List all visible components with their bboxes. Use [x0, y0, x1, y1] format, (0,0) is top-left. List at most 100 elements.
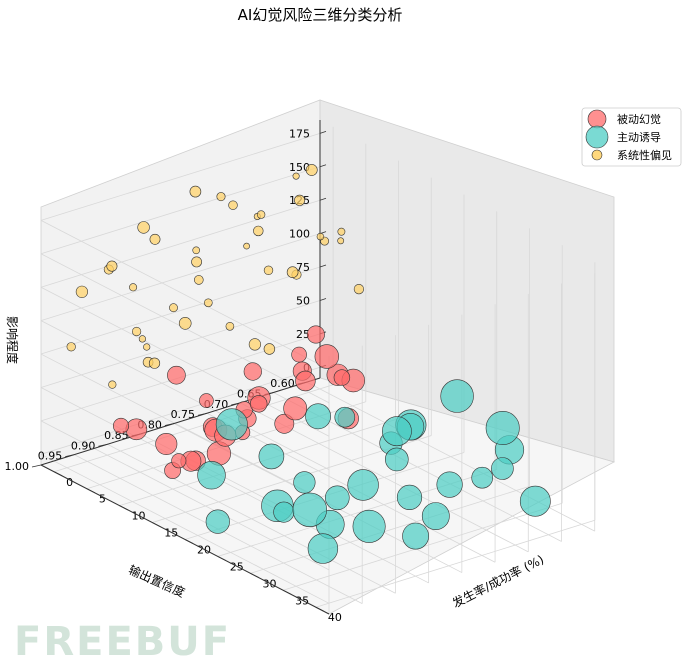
- z-tick-label: 100: [289, 228, 310, 241]
- induced-hallucination-point: [436, 471, 463, 498]
- systemic-bias-point: [189, 185, 202, 198]
- systemic-bias-point: [286, 266, 299, 279]
- systemic-bias-point: [138, 335, 146, 343]
- systemic-bias-point: [191, 256, 202, 268]
- z-tick-mark: [319, 197, 327, 201]
- systemic-bias-point: [148, 357, 161, 369]
- induced-hallucination-point: [384, 447, 409, 472]
- watermark-logo: FREEBUF: [14, 619, 231, 665]
- systemic-bias-point: [129, 283, 138, 292]
- chart-title: AI幻觉风险三维分类分析: [238, 6, 403, 24]
- induced-hallucination-point: [381, 416, 412, 447]
- z-tick-mark: [319, 164, 327, 168]
- z-gridline-left: [40, 266, 321, 355]
- passive-hallucination-point: [243, 362, 262, 381]
- induced-hallucination-point: [258, 443, 285, 470]
- systemic-bias-point: [337, 237, 345, 245]
- passive-hallucination-point: [199, 393, 214, 408]
- systemic-bias-point: [228, 200, 238, 210]
- legend-label-passive: 被动幻觉: [617, 113, 661, 126]
- x-tick-label: 10: [132, 510, 146, 523]
- systemic-bias-point: [243, 242, 250, 250]
- systemic-bias-point: [149, 233, 161, 245]
- z-gridline-left: [40, 166, 321, 255]
- induced-hallucination-point: [215, 408, 248, 441]
- z-tick-mark: [319, 130, 327, 134]
- x-tick-label: 35: [295, 594, 309, 607]
- z-gridline-right: [40, 453, 330, 604]
- z-gridline-left: [40, 132, 321, 221]
- systemic-bias-point: [292, 172, 300, 180]
- passive-hallucination-point: [306, 325, 325, 344]
- x-tick-label: 40: [328, 611, 342, 624]
- systemic-bias-point: [132, 326, 142, 337]
- x-tick-label: 5: [99, 493, 106, 506]
- induced-hallucination-point: [305, 403, 332, 430]
- induced-hallucination-point: [352, 509, 386, 543]
- legend: 被动幻觉 主动诱导 系统性偏见: [581, 107, 682, 167]
- systemic-bias-point: [263, 343, 276, 355]
- z-gridline-right: [40, 220, 330, 370]
- z-gridline-left: [40, 199, 321, 288]
- z-tick-label: 50: [296, 294, 310, 307]
- systemic-bias-point: [106, 260, 118, 272]
- systemic-bias-point: [253, 225, 264, 237]
- systemic-bias-point: [204, 298, 213, 308]
- z-gridline-left: [40, 366, 321, 455]
- z-gridline-right: [40, 420, 330, 571]
- systemic-bias-point: [178, 316, 192, 330]
- x-tick-label: 15: [164, 527, 178, 540]
- systemic-bias-point: [263, 265, 274, 275]
- y-gridline-floor: [107, 443, 396, 594]
- z-axis-label: 影响程度: [5, 316, 20, 364]
- systemic-bias-point: [248, 338, 261, 351]
- induced-hallucination-point: [347, 469, 379, 501]
- induced-hallucination-point: [402, 522, 430, 550]
- legend-label-induced: 主动诱导: [617, 131, 661, 144]
- x-tick-label: 20: [197, 544, 211, 557]
- systemic-bias-point: [169, 303, 178, 313]
- y-tick-label: 0.60: [270, 377, 295, 390]
- legend-marker-bias: [591, 149, 603, 161]
- z-tick-label: 25: [296, 328, 310, 341]
- systemic-bias-point: [225, 321, 235, 331]
- induced-hallucination-point: [519, 485, 551, 517]
- induced-hallucination-point: [396, 484, 423, 511]
- passive-hallucination-point: [125, 418, 148, 441]
- y-tick-label: 0.90: [71, 439, 96, 452]
- z-gridline-left: [40, 233, 321, 322]
- z-gridline-right: [40, 353, 330, 504]
- systemic-bias-point: [137, 221, 150, 234]
- systemic-bias-point: [294, 194, 306, 206]
- systemic-bias-point: [194, 275, 204, 285]
- y-tick-label: 0.75: [171, 408, 196, 421]
- z-tick-mark: [319, 298, 327, 301]
- passive-hallucination-point: [283, 396, 308, 421]
- induced-hallucination-point: [293, 471, 316, 494]
- systemic-bias-point: [143, 343, 151, 351]
- y-tick-mark: [31, 464, 42, 468]
- induced-hallucination-point: [491, 457, 514, 480]
- systemic-bias-point: [256, 210, 266, 219]
- systemic-bias-point: [337, 227, 346, 236]
- legend-label-bias: 系统性偏见: [617, 148, 672, 162]
- systemic-bias-point: [316, 232, 325, 241]
- z-tick-label: 150: [289, 161, 310, 174]
- induced-hallucination-point: [273, 501, 295, 523]
- induced-hallucination-point: [471, 466, 494, 489]
- induced-hallucination-point: [485, 410, 520, 445]
- z-gridline-left: [40, 300, 321, 388]
- induced-hallucination-point: [334, 406, 356, 428]
- systemic-bias-point: [305, 164, 318, 176]
- passive-hallucination-point: [295, 370, 316, 392]
- data-points: [66, 164, 551, 564]
- passive-hallucination-point: [113, 417, 130, 434]
- systemic-bias-point: [353, 284, 365, 295]
- passive-hallucination-point: [171, 453, 187, 469]
- passive-hallucination-point: [155, 432, 178, 455]
- passive-hallucination-point: [250, 395, 268, 413]
- induced-hallucination-point: [292, 492, 327, 527]
- legend-box: [581, 107, 682, 167]
- x-tick-label: 25: [230, 560, 244, 573]
